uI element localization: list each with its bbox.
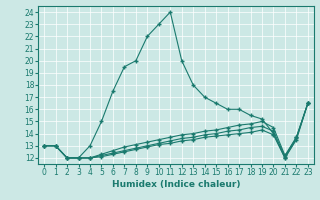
X-axis label: Humidex (Indice chaleur): Humidex (Indice chaleur): [112, 180, 240, 189]
